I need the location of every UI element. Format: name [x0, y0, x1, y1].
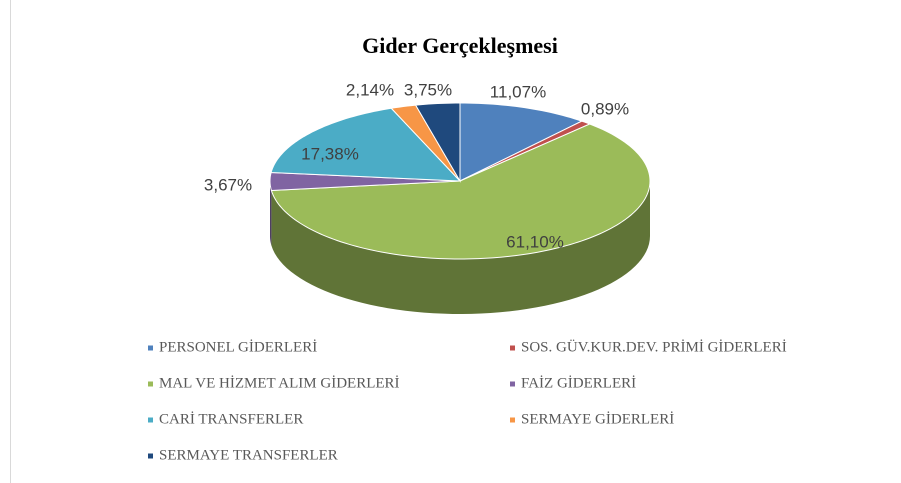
data-label: 0,89%: [581, 99, 629, 118]
legend-label: MAL VE HİZMET ALIM GİDERLERİ: [159, 375, 400, 391]
legend-label: FAİZ GİDERLERİ: [521, 375, 636, 391]
slice: [390, 104, 461, 182]
slice: [269, 172, 461, 191]
legend-marker: [148, 345, 153, 351]
slice: [414, 102, 461, 183]
legend-marker: [148, 381, 153, 387]
data-label: 3,75%: [404, 80, 452, 99]
data-label: 17,38%: [301, 144, 359, 163]
chart-title: Gider Gerçekleşmesi: [362, 33, 558, 58]
legend-label: SERMAYE TRANSFERLER: [159, 447, 338, 463]
slice: [270, 123, 651, 260]
legend-label: SOS. GÜV.KUR.DEV. PRİMİ GİDERLERİ: [521, 338, 787, 355]
slice: [270, 107, 462, 182]
data-label: 61,10%: [506, 232, 564, 251]
legend-label: SERMAYE GİDERLERİ: [521, 411, 674, 427]
legend-label: PERSONEL GİDERLERİ: [159, 339, 317, 355]
legend-marker: [148, 453, 153, 459]
slice-side: [270, 181, 272, 246]
slice-side: [271, 181, 650, 314]
legend-label: CARİ TRANSFERLER: [159, 411, 303, 427]
legend-marker: [510, 417, 515, 423]
data-label: 3,67%: [204, 175, 252, 194]
legend-marker: [510, 345, 515, 351]
slice: [459, 102, 584, 182]
legend-marker: [510, 381, 515, 387]
data-label: 11,07%: [490, 82, 546, 101]
data-label: 2,14%: [346, 80, 394, 99]
legend-marker: [148, 417, 153, 423]
